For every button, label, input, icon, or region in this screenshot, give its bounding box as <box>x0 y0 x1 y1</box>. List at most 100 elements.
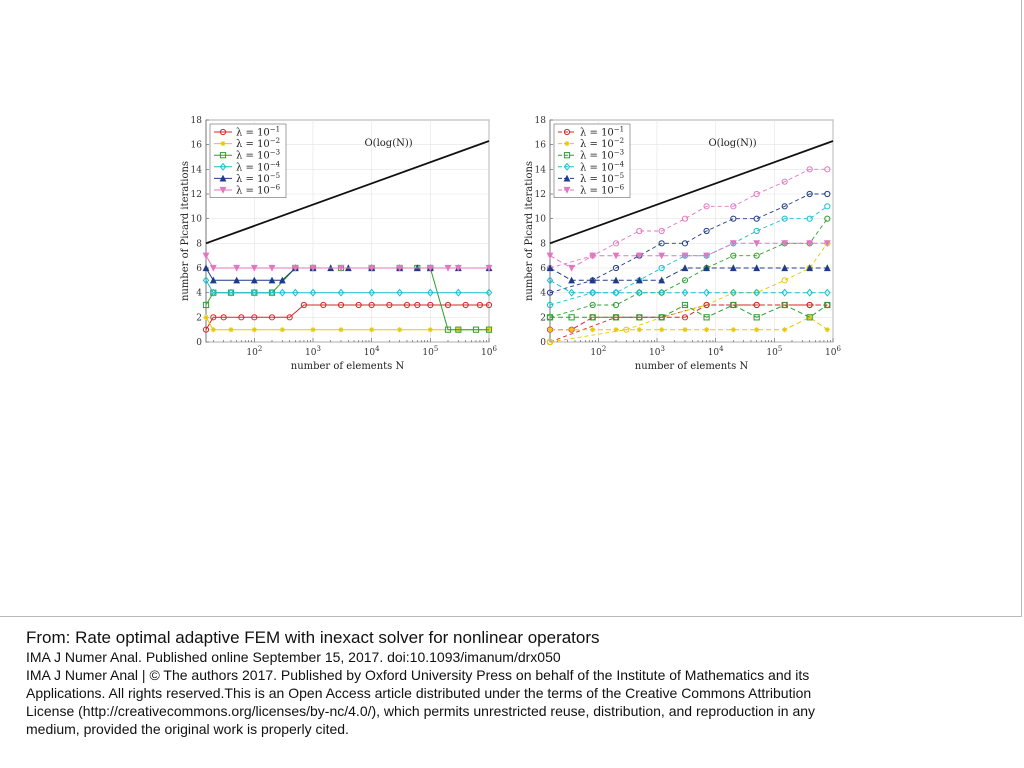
data-point <box>753 301 760 309</box>
data-point <box>309 264 317 272</box>
y-axis-title: number of Picard iterations <box>180 161 191 301</box>
data-point <box>753 314 760 321</box>
data-point <box>568 264 575 272</box>
data-point <box>202 264 210 272</box>
data-point <box>485 326 493 333</box>
data-point <box>658 276 666 284</box>
data-point <box>658 314 665 321</box>
series-dashed-point <box>636 227 643 235</box>
data-point <box>546 276 554 285</box>
data-point <box>220 314 227 321</box>
series-dashed-point <box>546 301 554 309</box>
caption-title: From: Rate optimal adaptive FEM with ine… <box>26 628 600 647</box>
data-point <box>824 288 831 297</box>
series-dashed-point <box>703 227 710 235</box>
series-dashed-point <box>753 190 760 198</box>
data-point <box>355 301 362 309</box>
y-tick-label: 16 <box>535 141 547 151</box>
data-point <box>781 264 789 272</box>
data-point <box>590 327 596 333</box>
data-point <box>251 327 257 333</box>
data-point <box>703 288 710 297</box>
data-point <box>233 264 241 272</box>
data-point <box>427 327 433 333</box>
data-point <box>824 327 830 333</box>
data-point <box>612 314 620 321</box>
reference-line <box>205 140 490 245</box>
x-tick-label: 105 <box>766 345 782 358</box>
data-point <box>338 327 344 333</box>
caption-license-line: medium, provided the original work is pr… <box>26 721 349 737</box>
legend-box <box>209 123 287 198</box>
data-point <box>202 252 210 260</box>
data-point <box>658 288 665 297</box>
data-point <box>703 314 710 321</box>
data-point <box>806 264 814 272</box>
data-point <box>210 288 217 297</box>
data-point <box>337 264 345 272</box>
data-point <box>233 276 241 284</box>
data-point <box>203 314 209 320</box>
data-point <box>546 252 554 260</box>
series-dashed-line <box>549 193 828 294</box>
series-dashed-point <box>781 203 788 210</box>
data-point <box>547 327 553 333</box>
data-point <box>681 314 689 321</box>
data-point <box>278 276 286 284</box>
data-point <box>454 264 462 272</box>
data-point <box>403 301 411 309</box>
y-tick-label: 18 <box>191 116 203 126</box>
legend-label: λ = 10−5 <box>236 172 280 185</box>
data-point <box>589 288 596 297</box>
data-point <box>368 288 375 297</box>
data-point <box>823 264 831 272</box>
y-tick-label: 14 <box>535 165 547 175</box>
series-dashed-point <box>824 166 831 173</box>
y-tick-label: 4 <box>540 289 546 299</box>
data-point <box>337 301 345 309</box>
series-dashed-point <box>781 178 788 185</box>
series-dashed-point <box>658 264 665 272</box>
y-tick-label: 12 <box>191 190 202 200</box>
series-dashed-point <box>781 277 788 284</box>
series-dashed-point <box>546 289 554 296</box>
data-point <box>444 301 452 309</box>
data-point <box>337 288 345 297</box>
data-point <box>658 252 666 260</box>
series-dashed-point <box>658 240 665 247</box>
series-line <box>549 279 828 294</box>
data-point <box>427 301 434 309</box>
data-point <box>568 327 575 333</box>
data-point <box>681 301 689 309</box>
series-dashed-point <box>681 277 689 284</box>
series-dashed-point <box>612 240 620 247</box>
data-point <box>568 288 575 297</box>
reference-label: O(log(N)) <box>364 138 412 149</box>
legend-swatch-marker <box>219 152 227 159</box>
x-tick-label: 106 <box>481 345 497 358</box>
y-tick-label: 10 <box>535 215 547 225</box>
data-point <box>310 327 316 333</box>
series-dashed-point <box>806 166 813 173</box>
data-point <box>455 288 462 297</box>
legend-swatch-marker <box>563 162 571 171</box>
figure-caption: From: Rate optimal adaptive FEM with ine… <box>26 628 1006 738</box>
data-point <box>279 288 286 297</box>
y-tick-label: 10 <box>191 215 203 225</box>
data-point <box>806 240 814 248</box>
legend-swatch-marker <box>219 162 227 171</box>
data-point <box>589 314 596 321</box>
chart-right: 0 2 4 6 8 10 12 14 16 18 102 103 104 105 106 number of … <box>524 116 841 372</box>
x-tick-label: 104 <box>364 345 380 358</box>
data-point <box>202 301 210 309</box>
chart-left: 0 2 4 6 8 10 12 14 16 18 102 103 104 105 106 number of … <box>180 116 497 372</box>
series-dashed-point <box>753 215 760 222</box>
data-point <box>210 314 217 321</box>
legend-box <box>553 123 631 198</box>
legend-swatch-marker <box>563 152 571 159</box>
legend-swatch-marker <box>219 128 227 136</box>
legend-swatch-marker <box>563 174 571 182</box>
legend-label: λ = 10−2 <box>580 137 624 150</box>
data-point <box>636 327 642 333</box>
legend-label: λ = 10−4 <box>236 160 281 173</box>
